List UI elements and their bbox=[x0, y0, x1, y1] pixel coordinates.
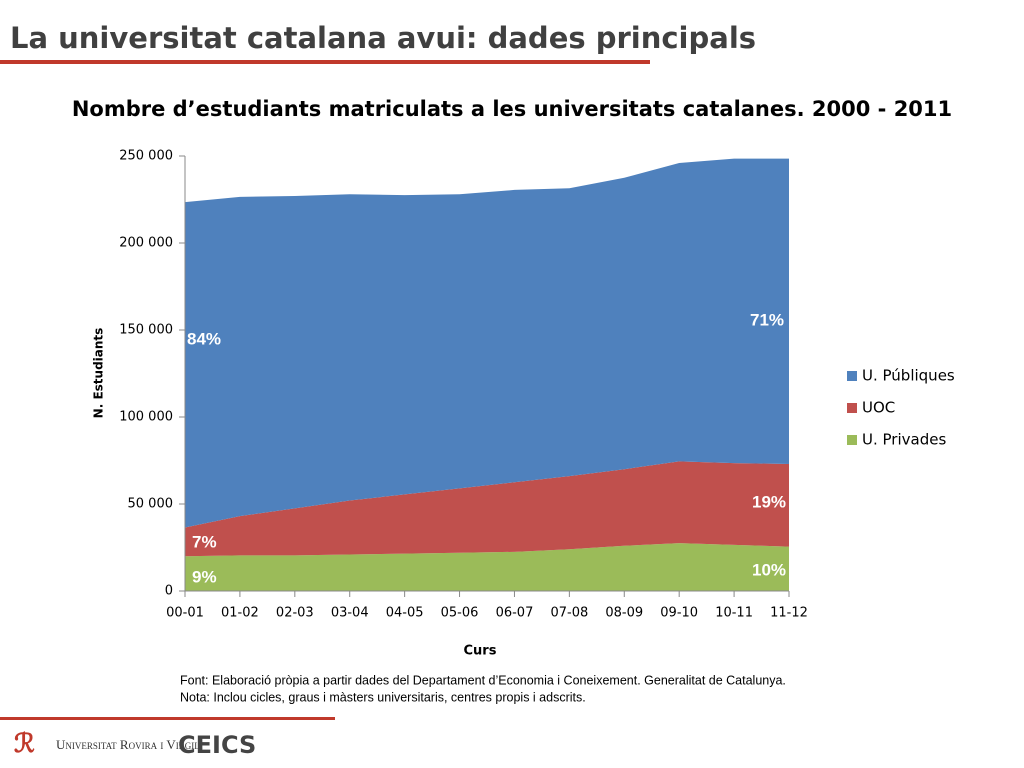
y-tick-label: 150 000 bbox=[119, 323, 173, 338]
area bbox=[185, 461, 789, 557]
x-tick-label: 04-05 bbox=[386, 606, 424, 621]
area bbox=[185, 543, 789, 591]
x-tick-label: 08-09 bbox=[605, 606, 643, 621]
x-tick-label: 00-01 bbox=[166, 606, 204, 621]
legend-swatch bbox=[847, 403, 857, 413]
x-tick-label: 06-07 bbox=[496, 606, 534, 621]
y-axis-label: N. Estudiants bbox=[92, 328, 106, 419]
x-tick-label: 10-11 bbox=[715, 606, 753, 621]
share-label: 19% bbox=[752, 492, 786, 511]
source-note: Font: Elaboració pròpia a partir dades d… bbox=[180, 673, 786, 687]
footer-rule bbox=[0, 717, 335, 720]
campus-logo: CEICS bbox=[178, 731, 256, 759]
x-tick-label: 03-04 bbox=[331, 606, 369, 621]
legend-swatch bbox=[847, 435, 857, 445]
x-tick-label: 07-08 bbox=[550, 606, 588, 621]
legend-label: UOC bbox=[862, 399, 895, 417]
x-axis-label: Curs bbox=[464, 644, 497, 659]
legend-label: U. Públiques bbox=[862, 367, 955, 385]
y-tick-label: 250 000 bbox=[119, 149, 173, 164]
y-tick-label: 100 000 bbox=[119, 410, 173, 425]
area bbox=[185, 158, 789, 528]
x-tick-label: 11-12 bbox=[770, 606, 808, 621]
share-label: 7% bbox=[192, 532, 217, 551]
chart-title: Nombre d’estudiants matriculats a les un… bbox=[72, 97, 952, 121]
x-tick-label: 02-03 bbox=[276, 606, 314, 621]
x-tick-label: 09-10 bbox=[660, 606, 698, 621]
y-tick-label: 200 000 bbox=[119, 236, 173, 251]
x-tick-label: 05-06 bbox=[441, 606, 479, 621]
y-tick-label: 50 000 bbox=[128, 497, 174, 512]
share-label: 10% bbox=[752, 560, 786, 579]
y-tick-label: 0 bbox=[165, 584, 173, 599]
title-rule bbox=[0, 60, 650, 64]
share-label: 9% bbox=[192, 567, 217, 586]
legend-label: U. Privades bbox=[862, 431, 946, 449]
scope-note: Nota: Inclou cicles, graus i màsters uni… bbox=[180, 690, 586, 704]
share-label: 71% bbox=[750, 310, 784, 329]
slide-title: La universitat catalana avui: dades prin… bbox=[10, 21, 756, 55]
share-label: 84% bbox=[187, 329, 221, 348]
urv-name: Universitat Rovira i Virgili bbox=[56, 737, 203, 752]
urv-logo-mark: ℛ bbox=[14, 729, 35, 758]
x-tick-label: 01-02 bbox=[221, 606, 259, 621]
legend-swatch bbox=[847, 371, 857, 381]
